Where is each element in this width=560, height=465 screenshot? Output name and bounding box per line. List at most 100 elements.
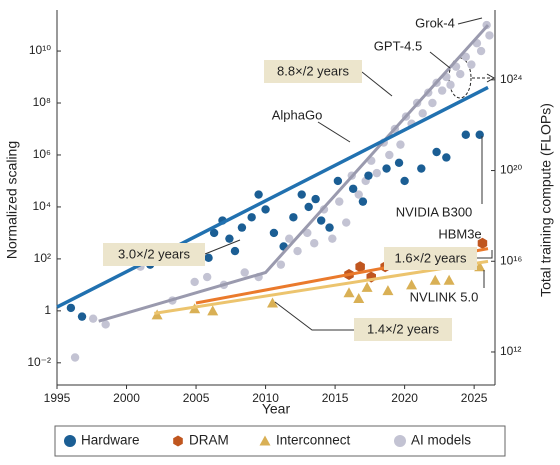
legend-item: AI models [394,433,471,448]
circle-marker [364,171,373,180]
circle-marker [316,216,326,225]
circle-marker [342,218,351,227]
y-tick-label: 10² [34,251,51,265]
circle-marker [328,234,337,243]
trend-line [154,259,489,315]
y-tick-label: 10¹⁰ [29,43,51,57]
annotation-label: NVIDIA B300 [396,204,473,219]
y2-tick-label: 10²⁴ [500,72,523,86]
x-tick-label: 2020 [391,391,418,405]
circle-marker [303,228,312,238]
rate-box [354,318,452,341]
circle-marker [372,168,382,178]
leader-line [477,250,493,259]
trend-line [56,85,489,309]
leader-line [204,239,241,255]
triangle-marker [207,305,219,316]
circle-marker [394,158,404,167]
leader-line [361,71,393,97]
legend-label: DRAM [189,433,229,448]
annotation-label: HBM3e [438,226,481,241]
circle-marker [204,253,213,263]
rate-label: 1.6×/2 years [395,250,467,265]
circle-marker [382,164,391,173]
circle-marker [311,194,320,204]
trend-line [98,24,490,323]
triangle-marker [443,274,455,285]
legend-item: DRAM [173,433,229,448]
legend-item: Interconnect [259,433,351,448]
circle-marker [297,190,306,199]
hexagon-marker [355,261,365,273]
y-tick-label: 10⁻² [27,355,51,369]
circle-marker [348,184,358,193]
triangle-marker [353,292,365,303]
circle-marker [64,435,76,447]
circle-marker [385,150,394,160]
circle-marker [333,176,343,186]
circle-marker [476,46,486,56]
x-tick-label: 2025 [461,391,488,405]
circle-marker [240,268,249,277]
rate-label: 1.4×/2 years [367,321,439,336]
rate-box [264,60,362,83]
annotation-label: NVLINK 5.0 [410,289,479,304]
triangle-marker [429,274,441,285]
circle-marker [247,213,256,222]
circle-marker [66,303,76,313]
circle-marker [394,435,406,447]
leader-line [457,17,483,25]
rate-label: 8.8×/2 years [277,63,349,78]
triangle-marker [267,297,279,308]
rate-box [103,243,205,266]
legend-box [54,425,506,457]
hexagon-marker [173,435,183,447]
circle-marker [358,197,368,206]
annotation-label: GPT-4.5 [374,38,422,53]
circle-marker [310,239,319,248]
circle-marker [77,312,87,321]
y-tick-label: 10⁶ [33,147,51,161]
circle-marker [70,353,80,362]
circle-marker [475,130,484,139]
circle-marker [325,223,334,232]
circle-marker [101,320,110,329]
circle-marker [202,272,212,282]
annotation-label: Grok-4 [415,15,455,30]
annotation-label: AlphaGo [272,107,323,122]
rate-box [384,247,477,270]
legend-label: AI models [411,433,471,448]
x-tick-label: 2005 [183,391,210,405]
x-tick-label: 2000 [113,391,140,405]
circle-marker [432,147,441,157]
triangle-marker [343,287,355,298]
triangle-marker [259,435,271,446]
circle-marker [254,190,263,199]
x-tick-label: 2015 [322,391,349,405]
arrow-head [486,73,496,83]
y2-tick-label: 10¹⁶ [500,253,522,267]
circle-marker [335,197,344,206]
highlight-ellipse [448,57,472,99]
triangle-marker [406,279,418,290]
legend-item: Hardware [64,433,140,448]
y2-tick-label: 10¹² [500,344,521,358]
circle-marker [437,86,447,95]
circle-marker [456,69,465,79]
y-tick-label: 10⁸ [33,95,51,109]
circle-marker [354,190,363,199]
circle-marker [418,109,427,118]
triangle-marker [361,281,373,292]
circle-marker [209,228,219,238]
circle-marker [269,228,279,238]
leader-line [429,51,451,69]
circle-marker [400,176,409,186]
circle-marker [461,52,470,62]
circle-marker [304,202,313,212]
circle-marker [485,31,494,40]
circle-marker [190,277,199,287]
circle-marker [467,60,476,69]
circle-marker [225,234,234,243]
